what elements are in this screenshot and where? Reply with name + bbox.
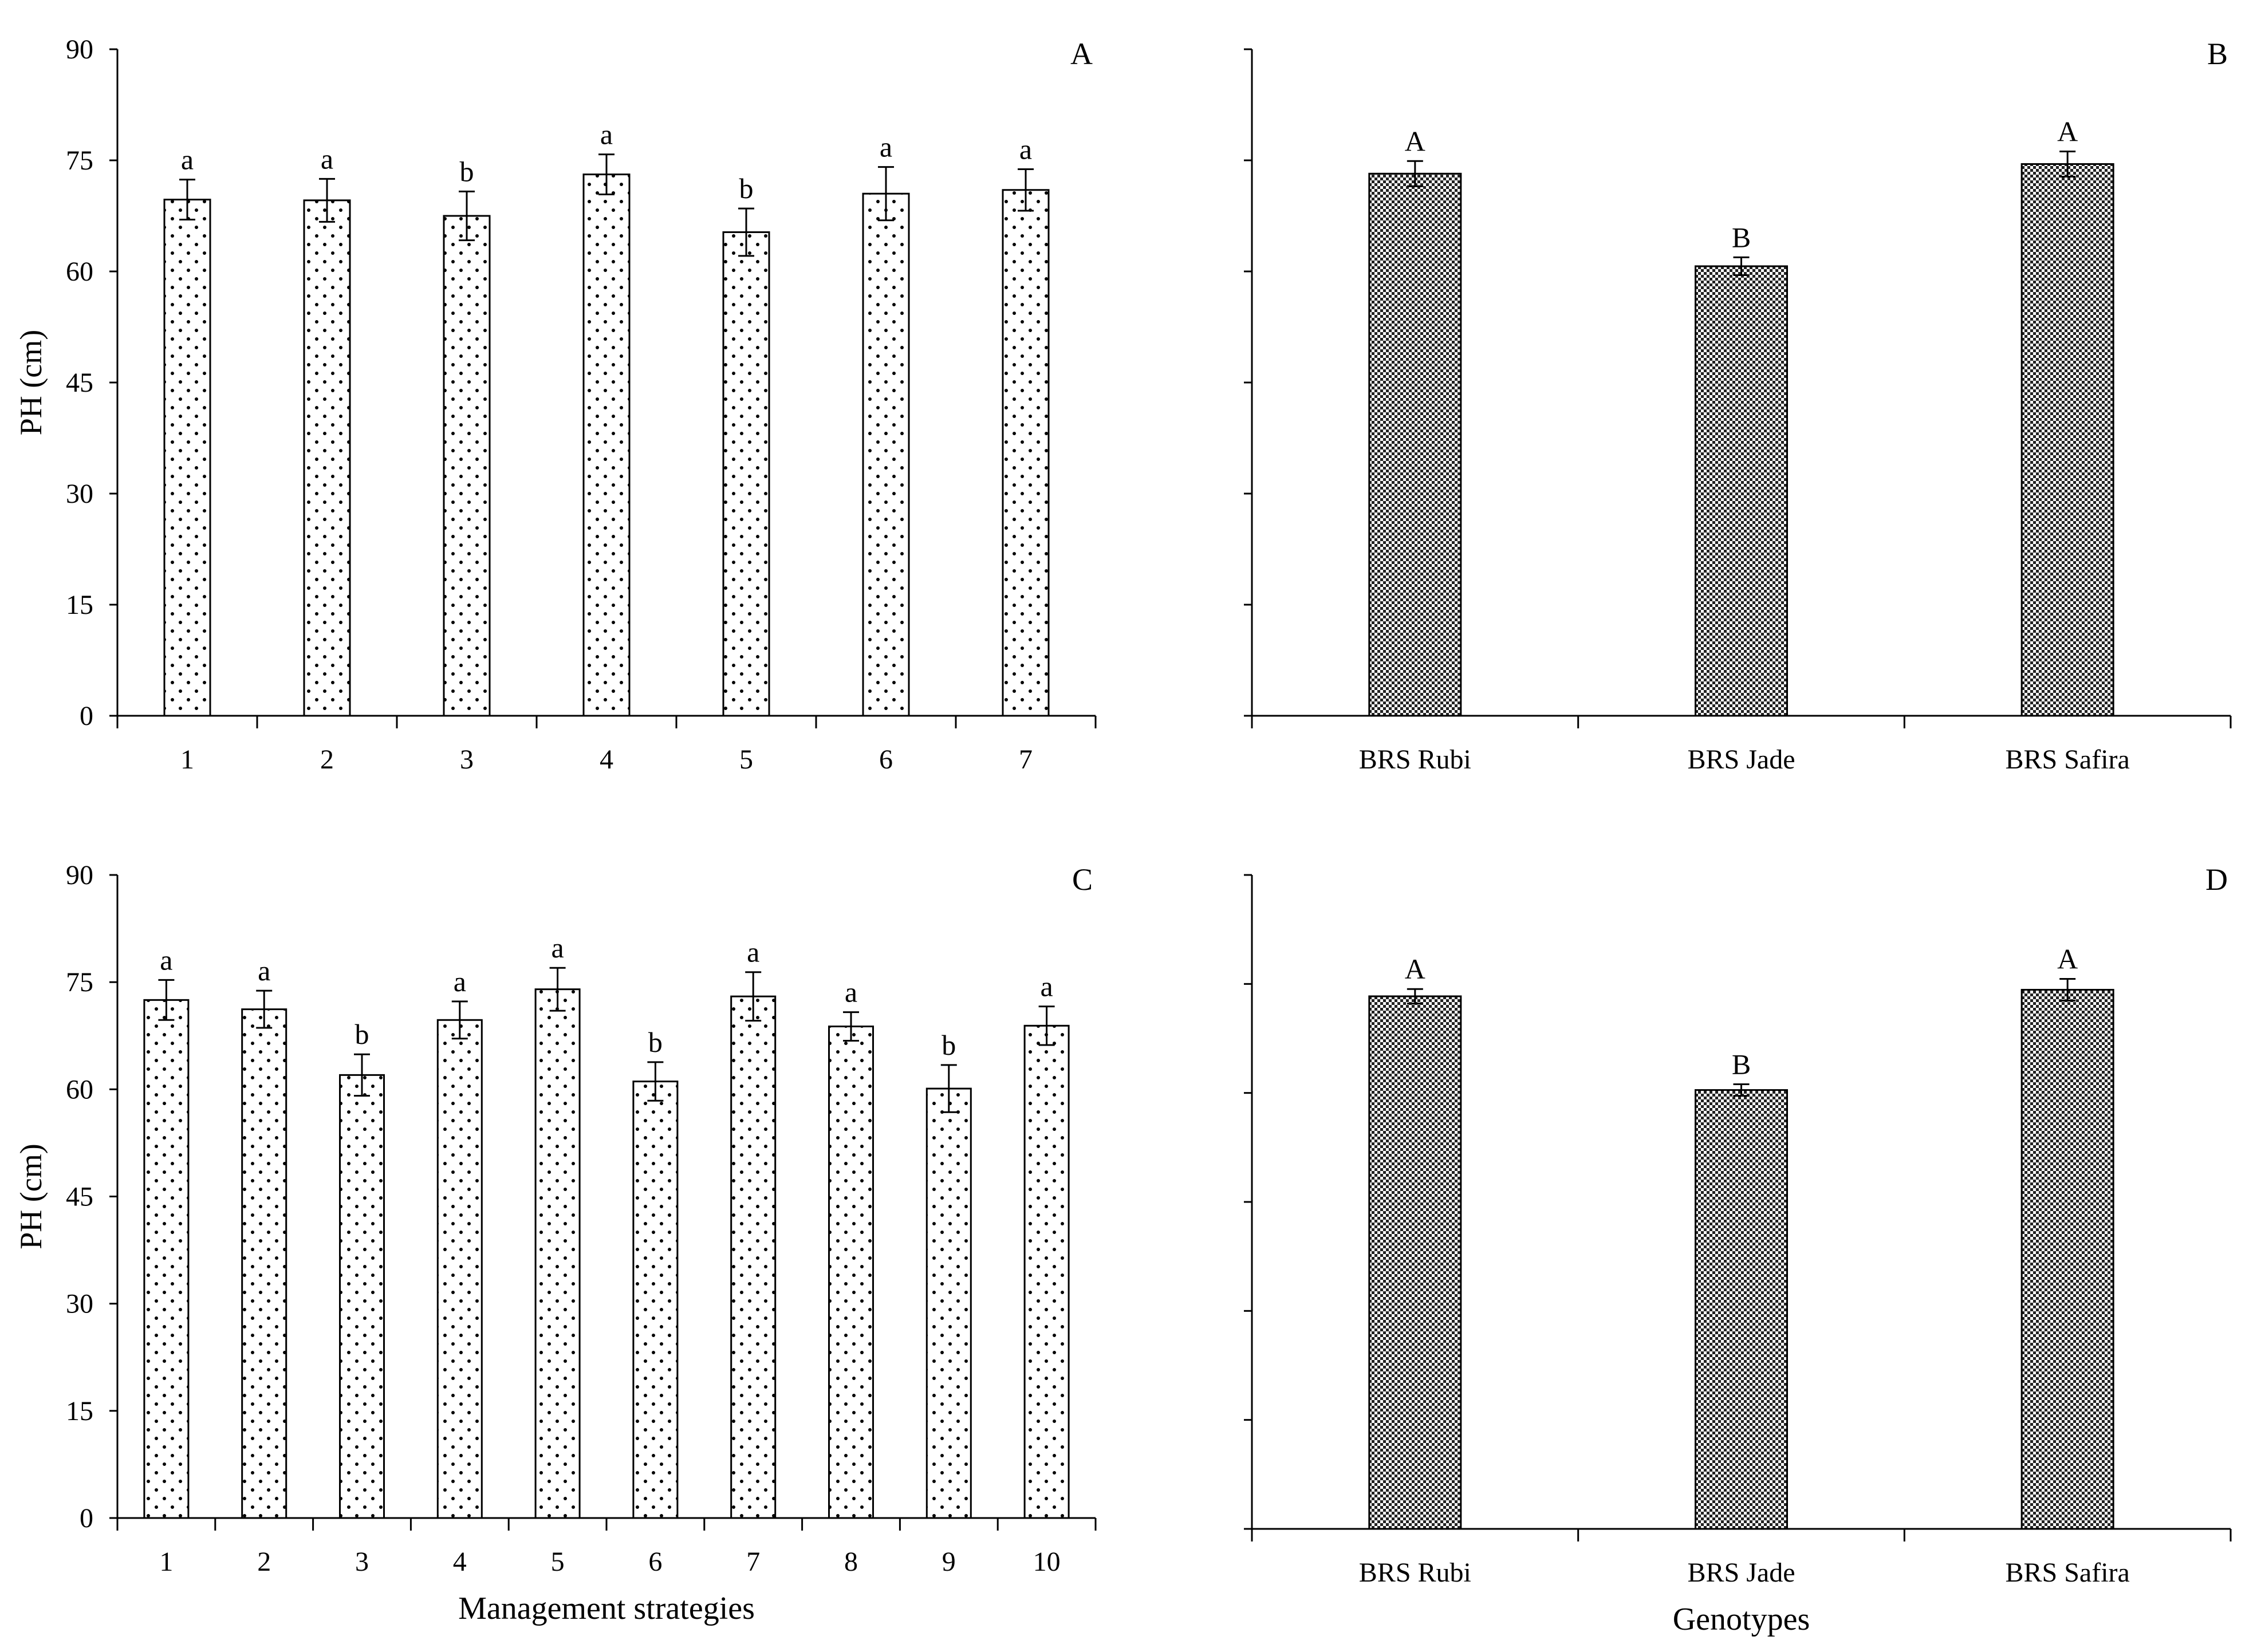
x-tick-label: 3 bbox=[460, 744, 474, 775]
x-tick-label: 4 bbox=[453, 1547, 467, 1577]
bar bbox=[534, 988, 581, 1519]
y-axis-title: PH (cm) bbox=[14, 330, 48, 435]
x-tick-label: 2 bbox=[320, 744, 334, 775]
y-tick-label: 75 bbox=[66, 145, 93, 176]
significance-letter: A bbox=[2057, 115, 2078, 147]
y-tick-label: 60 bbox=[66, 1074, 93, 1105]
y-tick-label: 45 bbox=[66, 1182, 93, 1212]
bar bbox=[1368, 172, 1462, 717]
significance-letter: a bbox=[181, 144, 194, 176]
bar bbox=[722, 231, 770, 717]
x-tick-label: 2 bbox=[257, 1547, 271, 1577]
significance-letter: a bbox=[258, 955, 270, 987]
significance-letter: a bbox=[1040, 971, 1053, 1003]
x-tick-label: 7 bbox=[746, 1547, 760, 1577]
y-tick-label: 45 bbox=[66, 368, 93, 398]
y-tick-label: 60 bbox=[66, 257, 93, 287]
x-tick-label: 7 bbox=[1019, 744, 1033, 775]
x-tick-label: BRS Safira bbox=[2005, 1558, 2129, 1588]
significance-letter: A bbox=[1405, 953, 1425, 985]
bar bbox=[1002, 189, 1050, 717]
bar bbox=[2020, 163, 2114, 717]
significance-letter: b bbox=[648, 1026, 663, 1058]
x-tick-label: 5 bbox=[551, 1547, 565, 1577]
significance-letter: a bbox=[160, 944, 172, 976]
panel-letter: C bbox=[1072, 862, 1093, 897]
bar bbox=[436, 1019, 483, 1519]
bar bbox=[1023, 1024, 1070, 1519]
significance-letter: b bbox=[942, 1029, 956, 1061]
significance-letter: a bbox=[454, 965, 466, 997]
x-tick-label: 9 bbox=[942, 1547, 956, 1577]
x-tick-label: 5 bbox=[739, 744, 753, 775]
y-tick-label: 90 bbox=[66, 34, 93, 65]
y-tick-label: 30 bbox=[66, 1289, 93, 1319]
x-tick-label: 8 bbox=[844, 1547, 858, 1577]
x-tick-label: 3 bbox=[355, 1547, 369, 1577]
panel-letter: A bbox=[1070, 37, 1093, 71]
significance-letter: a bbox=[1019, 133, 1032, 165]
significance-letter: a bbox=[600, 119, 613, 151]
x-tick-label: 6 bbox=[879, 744, 893, 775]
x-tick-label: BRS Jade bbox=[1687, 1558, 1795, 1588]
y-tick-label: 15 bbox=[66, 1396, 93, 1426]
bar bbox=[143, 999, 190, 1519]
bar bbox=[1695, 1089, 1788, 1530]
x-tick-label: BRS Jade bbox=[1687, 744, 1795, 775]
significance-letter: B bbox=[1732, 1048, 1751, 1080]
x-tick-label: 6 bbox=[648, 1547, 662, 1577]
bar bbox=[582, 174, 631, 717]
x-axis-title: Management strategies bbox=[458, 1591, 755, 1626]
x-tick-label: BRS Rubi bbox=[1359, 1558, 1471, 1588]
significance-letter: b bbox=[460, 155, 474, 187]
bar bbox=[2020, 988, 2114, 1530]
panel-c: 0 15 30 45 60 75 90 a 1 a 2 b 3 a 4 a 5 b 6 a 7 a 8 b 9 a 10 C PH (c… bbox=[14, 860, 1097, 1626]
panel-letter: B bbox=[2207, 37, 2228, 71]
significance-letter: a bbox=[551, 932, 564, 964]
y-tick-label: 0 bbox=[80, 701, 93, 731]
panel-b: A BRS Rubi B BRS Jade A BRS Safira B bbox=[1244, 37, 2232, 775]
y-tick-label: 15 bbox=[66, 590, 93, 620]
bar bbox=[1368, 995, 1462, 1530]
x-tick-label: 1 bbox=[180, 744, 194, 775]
panel-a: 0 15 30 45 60 75 90 a 1 a 2 b 3 a 4 b 5 a 6 a 7 A PH (cm) bbox=[14, 34, 1097, 775]
significance-letter: a bbox=[747, 936, 759, 968]
x-tick-label: 1 bbox=[159, 1547, 173, 1577]
significance-letter: A bbox=[1405, 125, 1425, 157]
significance-letter: a bbox=[880, 131, 892, 163]
bar bbox=[828, 1026, 874, 1519]
y-tick-label: 0 bbox=[80, 1503, 93, 1533]
bar bbox=[632, 1081, 679, 1519]
panel-d: A BRS Rubi B BRS Jade A BRS Safira D Genotypes bbox=[1244, 862, 2232, 1637]
bar bbox=[862, 192, 910, 717]
y-tick-label: 75 bbox=[66, 967, 93, 997]
significance-letter: b bbox=[355, 1018, 369, 1050]
x-tick-label: 4 bbox=[600, 744, 613, 775]
bar bbox=[1695, 265, 1788, 717]
x-tick-label: 10 bbox=[1033, 1547, 1061, 1577]
bar bbox=[443, 215, 491, 717]
significance-letter: A bbox=[2057, 943, 2078, 975]
bar bbox=[730, 995, 777, 1519]
panel-letter: D bbox=[2205, 862, 2228, 897]
y-tick-label: 90 bbox=[66, 860, 93, 890]
significance-letter: B bbox=[1732, 221, 1751, 253]
y-axis-title: PH (cm) bbox=[14, 1144, 48, 1249]
x-tick-label: BRS Safira bbox=[2005, 744, 2129, 775]
bar bbox=[339, 1074, 385, 1519]
significance-letter: a bbox=[845, 976, 857, 1008]
bar bbox=[163, 199, 211, 717]
x-axis-title: Genotypes bbox=[1673, 1602, 1810, 1637]
bar bbox=[303, 199, 351, 717]
x-tick-label: BRS Rubi bbox=[1359, 744, 1471, 775]
bar bbox=[925, 1087, 972, 1519]
significance-letter: b bbox=[739, 172, 754, 204]
y-tick-label: 30 bbox=[66, 479, 93, 509]
bar bbox=[241, 1008, 287, 1519]
significance-letter: a bbox=[321, 143, 333, 175]
